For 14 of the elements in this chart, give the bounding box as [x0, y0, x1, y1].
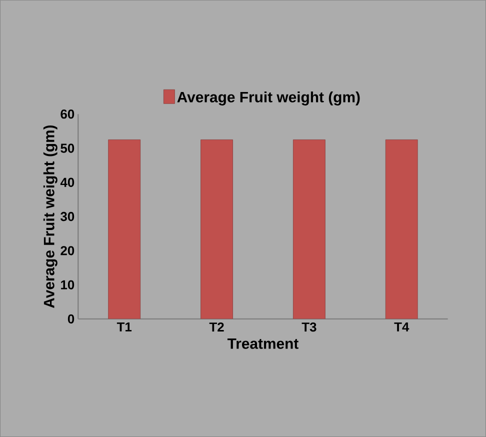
y-tick-label: 60	[60, 110, 74, 119]
x-tick-label: T1	[116, 322, 132, 332]
x-tick-label: T4	[394, 322, 410, 332]
y-tick-label: 0	[68, 314, 74, 324]
x-tick-label: T2	[209, 322, 224, 332]
legend-label: Average Fruit weight (gm)	[177, 91, 360, 106]
y-tick-label: 20	[60, 246, 74, 256]
y-tick-label: 40	[60, 178, 74, 187]
x-tick-label: T3	[302, 322, 316, 332]
y-tick-label: 50	[60, 144, 74, 153]
x-axis-title: Treatment	[227, 338, 298, 349]
y-tick-label: 30	[60, 212, 74, 222]
y-axis-title: Average Fruit weight (gm)	[43, 125, 58, 308]
y-tick-label: 10	[61, 280, 74, 290]
